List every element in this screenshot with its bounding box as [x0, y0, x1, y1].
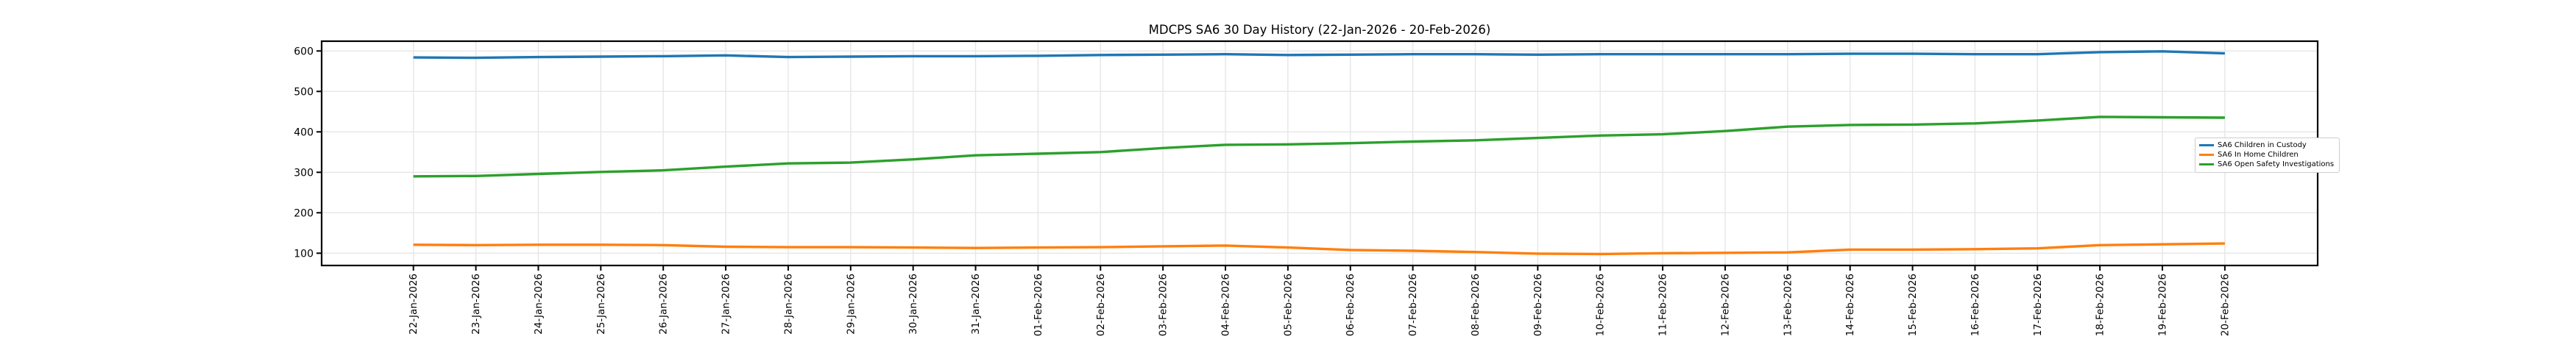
x-tick-label: 17-Feb-2026 [2032, 274, 2044, 336]
x-tick-label: 14-Feb-2026 [1844, 274, 1856, 336]
x-tick-label: 29-Jan-2026 [845, 274, 857, 335]
plot-border [320, 40, 2319, 267]
x-tick-label: 11-Feb-2026 [1657, 274, 1669, 336]
x-tick-label: 27-Jan-2026 [721, 274, 732, 335]
series-line [413, 50, 2225, 60]
x-tick-label: 20-Feb-2026 [2219, 274, 2231, 336]
x-tick-label: 28-Jan-2026 [782, 274, 794, 335]
x-tick-label: 13-Feb-2026 [1782, 274, 1794, 336]
x-tick-label: 07-Feb-2026 [1407, 274, 1419, 336]
x-tick-label: 08-Feb-2026 [1470, 274, 1482, 336]
x-tick-label: 10-Feb-2026 [1595, 274, 1607, 336]
y-tick-label: 100 [294, 248, 314, 260]
legend: SA6 Children in Custody SA6 In Home Chil… [2195, 138, 2340, 173]
legend-label: SA6 Open Safety Investigations [2218, 160, 2335, 168]
x-tick-label: 05-Feb-2026 [1282, 274, 1294, 336]
series-line [413, 115, 2225, 178]
x-tick-label: 02-Feb-2026 [1095, 274, 1107, 336]
y-tick-label: 600 [294, 46, 314, 57]
x-tick-label: 04-Feb-2026 [1220, 274, 1232, 336]
x-tick-label: 09-Feb-2026 [1532, 274, 1544, 336]
legend-line-swatch [2199, 144, 2214, 146]
x-tick-label: 16-Feb-2026 [1970, 274, 1981, 336]
x-tick-label: 23-Jan-2026 [470, 274, 482, 335]
x-tick-label: 22-Jan-2026 [408, 274, 420, 335]
y-tick-label: 300 [294, 167, 314, 179]
legend-label: SA6 In Home Children [2218, 151, 2299, 159]
legend-line-swatch [2199, 154, 2214, 156]
y-tick-label: 200 [294, 207, 314, 219]
series-line [413, 242, 2225, 256]
x-tick-label: 24-Jan-2026 [533, 274, 545, 335]
x-tick-label: 12-Feb-2026 [1719, 274, 1731, 336]
legend-label: SA6 Children in Custody [2218, 141, 2307, 149]
legend-item: SA6 In Home Children [2199, 151, 2334, 159]
x-tick-label: 31-Jan-2026 [970, 274, 982, 335]
legend-item: SA6 Children in Custody [2199, 141, 2334, 149]
x-tick-label: 19-Feb-2026 [2157, 274, 2169, 336]
x-tick-label: 18-Feb-2026 [2095, 274, 2106, 336]
y-tick-label: 400 [294, 126, 314, 138]
x-tick-label: 06-Feb-2026 [1345, 274, 1356, 336]
chart-title: MDCPS SA6 30 Day History (22-Jan-2026 - … [1148, 23, 1491, 37]
x-tick-label: 15-Feb-2026 [1907, 274, 1919, 336]
x-tick-label: 30-Jan-2026 [907, 274, 919, 335]
x-tick-label: 01-Feb-2026 [1033, 274, 1044, 336]
y-tick-label: 500 [294, 86, 314, 98]
x-tick-label: 03-Feb-2026 [1158, 274, 1170, 336]
legend-line-swatch [2199, 163, 2214, 165]
x-tick-label: 25-Jan-2026 [595, 274, 607, 335]
legend-item: SA6 Open Safety Investigations [2199, 160, 2334, 168]
x-tick-label: 26-Jan-2026 [658, 274, 670, 335]
